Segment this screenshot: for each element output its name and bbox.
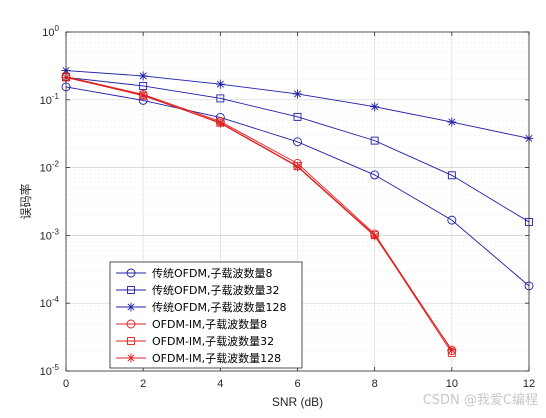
x-tick-label: 10 xyxy=(446,378,458,390)
x-tick-label: 4 xyxy=(217,378,223,390)
legend-marker xyxy=(126,319,136,329)
legend-item: OFDM-IM,子载波数量128 xyxy=(116,352,281,365)
legend-box xyxy=(109,261,303,369)
data-point xyxy=(138,71,148,81)
legend-marker xyxy=(126,302,136,312)
legend-item: OFDM-IM,子载波数量32 xyxy=(116,335,274,348)
legend-label: OFDM-IM,子载波数量128 xyxy=(152,352,281,365)
data-point xyxy=(370,170,380,180)
legend-label: OFDM-IM,子载波数量32 xyxy=(152,335,274,348)
series-line xyxy=(65,76,453,351)
series-line xyxy=(65,77,453,351)
x-tick-label: 12 xyxy=(523,378,535,390)
data-point xyxy=(293,112,302,121)
series-layer xyxy=(61,66,534,357)
y-tick-label: 10-5 xyxy=(40,363,60,378)
data-point xyxy=(370,102,380,112)
data-point xyxy=(293,89,302,99)
legend-marker xyxy=(127,286,135,294)
watermark: CSDN @我爱C编程 xyxy=(423,393,538,408)
legend-item: 传统OFDM,子载波数量32 xyxy=(116,284,279,297)
ticks: 0 2 4 6 8 10 12 100 10-1 10-2 10-3 10-4 10-5 xyxy=(40,24,536,390)
data-point xyxy=(447,345,457,355)
legend: 传统OFDM,子载波数量8 传统OFDM,子载波数量32 传统OFDM,子载波数量1… xyxy=(109,261,303,369)
data-point xyxy=(370,231,380,241)
legend-marker xyxy=(126,268,136,278)
x-tick-label: 0 xyxy=(63,378,69,390)
y-tick-label: 10-4 xyxy=(40,295,60,310)
data-point xyxy=(447,171,456,180)
data-point xyxy=(215,118,225,128)
x-tick-label: 6 xyxy=(294,378,300,390)
legend-item: OFDM-IM,子载波数量8 xyxy=(116,318,267,331)
y-axis-label: 误码率 xyxy=(18,183,33,219)
series-line xyxy=(65,76,530,223)
legend-item: 传统OFDM,子载波数量8 xyxy=(116,267,272,280)
data-point xyxy=(293,137,302,147)
legend-marker xyxy=(127,337,135,345)
y-tick-label: 10-3 xyxy=(40,227,60,242)
y-tick-label: 10-2 xyxy=(40,160,60,175)
data-point xyxy=(447,215,457,225)
data-point xyxy=(370,136,379,145)
y-tick-label: 100 xyxy=(42,24,59,39)
legend-label: 传统OFDM,子载波数量128 xyxy=(152,301,286,314)
x-tick-label: 8 xyxy=(372,378,378,390)
data-point xyxy=(215,79,225,89)
data-point xyxy=(138,90,148,100)
series-3 xyxy=(61,66,534,143)
legend-label: OFDM-IM,子载波数量8 xyxy=(152,318,267,331)
legend-label: 传统OFDM,子载波数量8 xyxy=(152,267,272,280)
series-line xyxy=(65,86,530,287)
legend-marker xyxy=(126,353,136,363)
data-point xyxy=(216,94,225,103)
x-axis-label: SNR (dB) xyxy=(272,395,323,409)
x-tick-label: 2 xyxy=(140,378,146,390)
data-point xyxy=(447,117,457,127)
y-tick-label: 10-1 xyxy=(40,92,60,107)
legend-item: 传统OFDM,子载波数量128 xyxy=(116,301,286,314)
data-point xyxy=(139,82,148,90)
data-point xyxy=(293,162,302,172)
series-6 xyxy=(61,73,457,355)
legend-label: 传统OFDM,子载波数量32 xyxy=(152,284,279,297)
